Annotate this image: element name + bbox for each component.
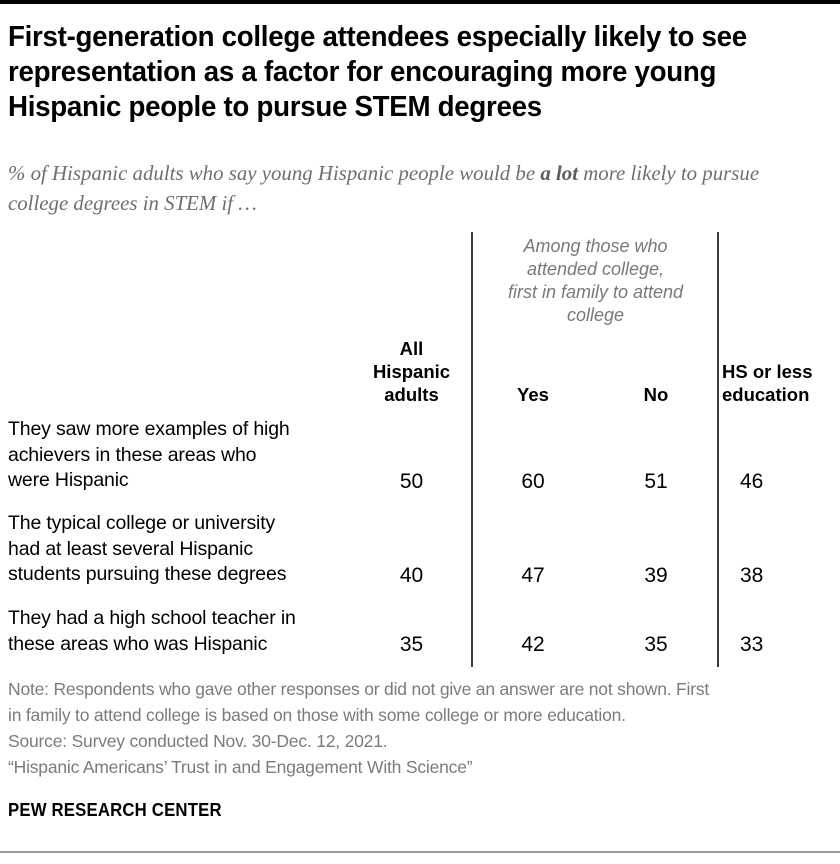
footnotes: Note: Respondents who gave other respons… <box>8 676 836 780</box>
column-header-hs-line-1: HS or less <box>722 361 813 382</box>
column-header-all-line-1: All <box>399 338 424 359</box>
source-line: Source: Survey conducted Nov. 30-Dec. 12… <box>8 731 388 751</box>
top-rule <box>0 0 840 4</box>
column-group-header: Among those who attended college, first … <box>474 235 717 327</box>
bottom-rule <box>0 851 840 853</box>
cell-hs-or-less: 46 <box>740 470 764 493</box>
row-label-line-2: had at least several Hispanic <box>8 537 253 560</box>
column-header-all-hispanic-adults: All Hispanic adults <box>352 337 471 406</box>
group-header-line-2: attended college, <box>526 259 665 279</box>
group-header-line-1: Among those who <box>523 236 668 256</box>
row-label-line-3: were Hispanic <box>8 469 129 491</box>
subtitle-emphasis: a lot <box>540 161 578 185</box>
row-label: They had a high school teacher in these … <box>8 606 353 657</box>
row-label-line-1: They had a high school teacher in <box>8 607 296 629</box>
cell-yes: 47 <box>521 564 545 587</box>
row-label: The typical college or university had at… <box>8 511 353 588</box>
pew-research-center-brand: PEW RESEARCH CENTER <box>8 800 222 820</box>
cell-hs-or-less: 33 <box>740 633 764 656</box>
note-line-1: Note: Respondents who gave other respons… <box>8 679 710 699</box>
row-label: They saw more examples of high achievers… <box>8 417 353 494</box>
group-header-line-4: college <box>566 305 625 325</box>
row-label-line-2: these areas who was Hispanic <box>8 632 268 655</box>
report-title-line: “Hispanic Americans’ Trust in and Engage… <box>8 757 473 777</box>
cell-all-hispanic-adults: 35 <box>399 633 424 656</box>
row-label-line-3: students pursuing these degrees <box>8 563 287 585</box>
cell-no: 39 <box>644 564 668 587</box>
column-header-yes: Yes <box>517 384 549 405</box>
column-header-all-line-2: Hispanic <box>372 361 451 382</box>
chart-subtitle: % of Hispanic adults who say young Hispa… <box>8 158 794 218</box>
subtitle-part2: more likely to pursue college degrees in… <box>8 161 760 215</box>
column-divider-left <box>471 232 473 667</box>
column-divider-right <box>717 232 719 667</box>
column-header-no: No <box>643 384 669 405</box>
cell-all-hispanic-adults: 40 <box>399 564 424 587</box>
row-label-line-1: They saw more examples of high <box>8 418 290 440</box>
cell-no: 35 <box>644 633 668 656</box>
cell-all-hispanic-adults: 50 <box>399 470 424 493</box>
column-header-hs-line-2: education <box>722 384 810 405</box>
column-header-hs-or-less-education: HS or less education <box>722 360 838 406</box>
row-label-line-1: The typical college or university <box>8 512 276 534</box>
data-table: Among those who attended college, first … <box>0 225 840 667</box>
row-label-line-2: achievers in these areas who <box>8 443 257 466</box>
cell-hs-or-less: 38 <box>740 564 764 587</box>
subtitle-part1: % of Hispanic adults who say young Hispa… <box>8 161 541 185</box>
column-header-all-line-3: adults <box>384 384 439 405</box>
cell-yes: 42 <box>521 633 545 656</box>
cell-yes: 60 <box>521 470 545 493</box>
group-header-line-3: first in family to attend <box>507 282 684 302</box>
chart-title: First-generation college attendees espec… <box>8 21 747 123</box>
note-line-2: in family to attend college is based on … <box>8 705 626 725</box>
cell-no: 51 <box>644 470 668 493</box>
